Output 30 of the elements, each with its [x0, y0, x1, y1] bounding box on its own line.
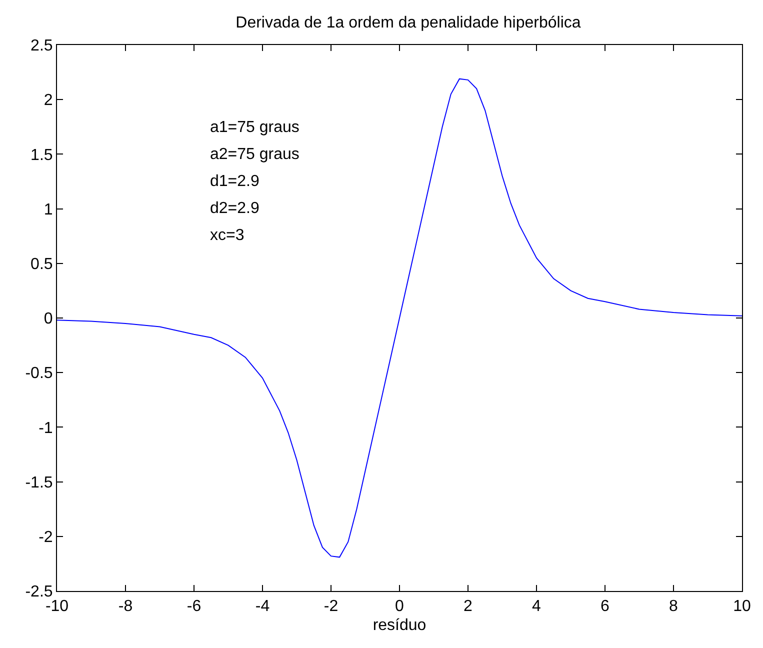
- x-tick-label: 10: [733, 598, 751, 616]
- x-tick-label: 2: [464, 598, 473, 616]
- annotation: a1=75 graus: [210, 119, 300, 136]
- y-tick-label: 2.5: [30, 38, 53, 55]
- y-tick-label: 0: [44, 310, 53, 328]
- annotation: d2=2.9: [210, 200, 260, 217]
- chart-title: Derivada de 1a ordem da penalidade hiperbólica: [236, 14, 581, 32]
- y-tick-label: 1: [44, 201, 53, 218]
- x-tick-label: -10: [45, 598, 69, 616]
- y-tick-label: 2: [44, 92, 53, 110]
- x-tick-label: -8: [118, 598, 133, 616]
- y-tick-label: -1: [38, 420, 53, 437]
- annotation: xc=3: [210, 227, 244, 244]
- x-tick-label: -4: [255, 598, 270, 616]
- x-tick-label: -2: [324, 598, 338, 616]
- x-axis-title: resíduo: [372, 616, 426, 634]
- y-tick-label: 0.5: [30, 256, 53, 273]
- x-tick-label: 6: [600, 598, 610, 616]
- annotation: a2=75 graus: [210, 146, 300, 163]
- y-tick-label: -0.5: [25, 365, 53, 382]
- line-series: [57, 78, 742, 558]
- x-tick-label: 4: [532, 598, 542, 616]
- y-tick-label: -1.5: [25, 474, 53, 492]
- x-tick-label: 8: [669, 598, 678, 616]
- x-tick-label: -6: [186, 598, 202, 616]
- y-tick-label: -2.5: [25, 584, 53, 601]
- y-tick-label: -2: [38, 529, 53, 546]
- y-tick-label: 1.5: [30, 146, 53, 164]
- x-tick-label: 0: [395, 598, 404, 616]
- annotation: d1=2.9: [210, 173, 260, 190]
